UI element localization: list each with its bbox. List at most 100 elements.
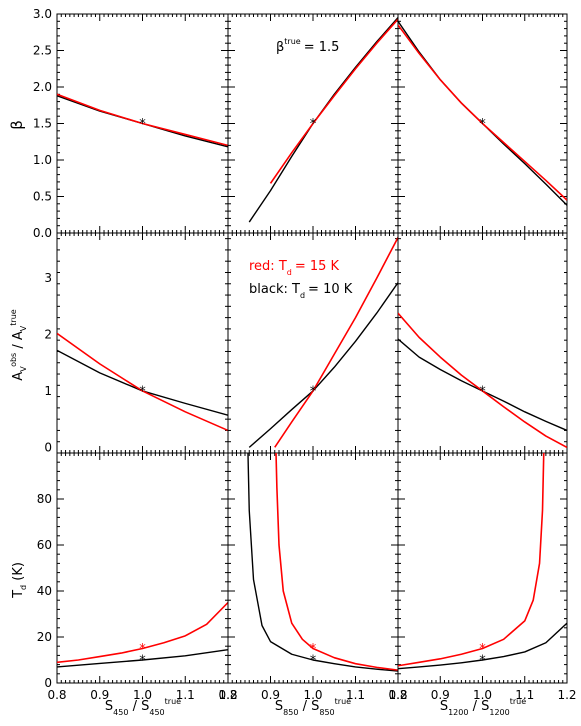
ylabel-row-1-denom-sup: true xyxy=(9,309,18,325)
marker-star: * xyxy=(479,642,486,657)
panel-r1-c0: 0 1 2 3 * xyxy=(44,232,229,454)
series-line-red xyxy=(57,93,228,147)
ylabel-row-1-sup: obs xyxy=(9,353,18,367)
beta-true-value: = 1.5 xyxy=(304,40,340,55)
ylabel-row-2-sub: d xyxy=(19,585,28,590)
y-tick-label: 0 xyxy=(44,676,52,690)
xlabel-col-0: S450 / S450true xyxy=(105,697,181,717)
ylabel-row-2-tail: (K) xyxy=(11,562,26,585)
y-tick-label: 1.0 xyxy=(33,153,52,167)
panel-r0-c2: * xyxy=(397,13,568,234)
ylabel-row-1-sub: V xyxy=(19,366,28,372)
marker-star: * xyxy=(139,384,146,399)
series-line-black xyxy=(248,282,398,448)
legend-red: red: Td = 15 K xyxy=(249,259,340,277)
xlabel-col-2-denom-main: S xyxy=(481,699,489,714)
x-tick-label: 0.8 xyxy=(218,688,237,702)
marker-star: * xyxy=(310,654,317,669)
xlabel-col-2-slash: / xyxy=(468,699,481,714)
y-tick-label: 3 xyxy=(44,271,52,285)
x-tick-label: 0.9 xyxy=(90,688,109,702)
panel-r2-c0: 0 20 40 60 80 0.8 0.9 1.0 1.1 1.2 ** xyxy=(37,452,238,702)
ylabel-row-2: Td (K) xyxy=(11,562,28,599)
series-line-red xyxy=(269,18,398,184)
y-tick-label: 80 xyxy=(37,492,52,506)
xlabel-col-2-sub: 1200 xyxy=(448,708,468,717)
series-group xyxy=(398,312,567,449)
series-group xyxy=(57,601,228,668)
series-group xyxy=(57,332,228,432)
xlabel-col-1-denom-main: S xyxy=(311,699,319,714)
legend-red-sub: d xyxy=(287,268,292,277)
marker-star: * xyxy=(139,642,146,657)
series-group xyxy=(398,453,567,670)
legend-black: black: Td = 10 K xyxy=(249,282,353,300)
legend-black-value: = 10 K xyxy=(308,282,353,297)
x-tick-label: 1.0 xyxy=(473,688,492,702)
y-tick-label: 0.5 xyxy=(33,190,52,204)
panel-r0-c0: 0.0 0.5 1.0 1.5 2.0 2.5 3.0 * xyxy=(33,7,229,240)
panel-r2-c1: 0.8 0.9 1.0 1.1 1.2 ** xyxy=(218,452,408,702)
ylabel-row-1-denom-main: A xyxy=(11,331,26,340)
marker-star: * xyxy=(139,654,146,669)
y-tick-label: 2 xyxy=(44,328,52,342)
xlabel-col-0-denom-main: S xyxy=(141,699,149,714)
series-line-red xyxy=(398,453,545,667)
x-tick-label: 1.2 xyxy=(218,688,237,702)
legend-red-value: = 15 K xyxy=(295,259,340,274)
marker-star: * xyxy=(479,117,486,132)
ylabel-row-2-main: T xyxy=(11,590,26,599)
series-line-black xyxy=(247,453,398,672)
series-group xyxy=(247,453,398,672)
xlabel-col-2-denom-sub: 1200 xyxy=(489,708,509,717)
x-tick-label: 0.9 xyxy=(431,688,450,702)
series-line-black xyxy=(57,648,228,668)
ylabel-row-1-main: A xyxy=(11,372,26,381)
ylabel-row-1: AVobs / AVtrue xyxy=(9,309,28,380)
x-tick-label: 1.1 xyxy=(346,688,365,702)
marker-star: * xyxy=(310,384,317,399)
series-group xyxy=(57,93,228,148)
y-tick-label: 1.5 xyxy=(33,117,52,131)
xlabel-col-0-main: S xyxy=(105,699,113,714)
beta-true-symbol: β xyxy=(276,40,284,55)
x-tick-label: 0.9 xyxy=(261,688,280,702)
x-tick-label: 1.0 xyxy=(303,688,322,702)
annotations: βtrue = 1.5 red: Td = 15 K black: Td = 10 K xyxy=(249,37,353,300)
marker-star: * xyxy=(310,642,317,657)
xlabel-col-1: S850 / S850true xyxy=(275,697,351,717)
xlabel-col-1-slash: / xyxy=(298,699,311,714)
panel-r2-c2: 0.8 0.9 1.0 1.1 1.2 ** xyxy=(388,452,577,702)
xlabel-col-1-denom-sub: 850 xyxy=(319,708,334,717)
y-tick-label: 60 xyxy=(37,538,52,552)
legend-red-prefix: red: T xyxy=(249,259,287,274)
ylabel-row-0: β xyxy=(8,120,26,130)
series-line-red xyxy=(57,332,228,432)
series-line-red xyxy=(398,24,567,201)
xlabel-col-0-denom-sup: true xyxy=(165,697,181,706)
y-tick-label: 2.5 xyxy=(33,44,52,58)
marker-star: * xyxy=(310,117,317,132)
series-line-red xyxy=(275,453,398,671)
xlabel-col-1-main: S xyxy=(275,699,283,714)
x-tick-label: 1.2 xyxy=(557,688,576,702)
x-tick-label: 0.8 xyxy=(47,688,66,702)
y-tick-label: 3.0 xyxy=(33,7,52,21)
series-line-red xyxy=(57,601,228,664)
ylabel-row-1-denom-sub: V xyxy=(19,325,28,331)
beta-true-annotation: βtrue = 1.5 xyxy=(276,37,339,55)
marker-star: * xyxy=(479,384,486,399)
y-tick-label: 40 xyxy=(37,584,52,598)
x-tick-label: 0.8 xyxy=(388,688,407,702)
y-tick-label: 2.0 xyxy=(33,80,52,94)
xlabel-col-2-denom-sup: true xyxy=(510,697,526,706)
marker-star: * xyxy=(479,654,486,669)
marker-star: * xyxy=(139,117,146,132)
series-line-black xyxy=(398,622,567,670)
ylabel-row-0-main: β xyxy=(8,120,26,130)
legend-black-sub: d xyxy=(300,291,305,300)
y-tick-label: 1 xyxy=(44,384,52,398)
legend-black-prefix: black: T xyxy=(249,282,300,297)
xlabel-col-1-sub: 850 xyxy=(283,708,298,717)
